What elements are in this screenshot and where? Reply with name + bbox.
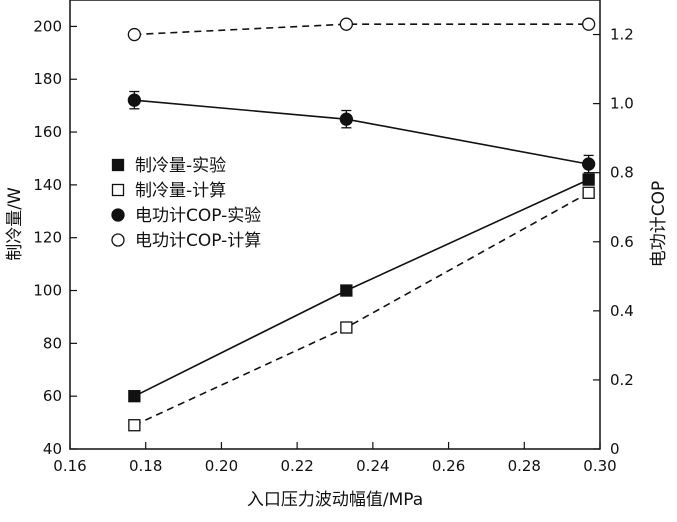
legend-label: 电功计COP-实验 [135,206,261,226]
y-left-tick-label: 100 [33,282,62,300]
x-tick-label: 0.22 [280,457,313,475]
x-axis-label: 入口压力波动幅值/MPa [247,490,423,510]
y-left-tick-label: 180 [33,70,62,88]
legend-item: 电功计COP-实验 [111,206,261,226]
legend-item: 制冷量-计算 [111,181,226,201]
data-point [127,93,142,107]
data-point [339,112,354,126]
series-line [134,192,589,426]
series-4 [127,17,596,42]
legend-label: 制冷量-实验 [135,156,226,176]
y-right-tick-label: 0.2 [610,371,634,389]
legend-marker [111,158,125,172]
data-point [340,284,353,297]
series-2 [128,186,595,432]
legend-label: 制冷量-计算 [135,181,226,201]
data-point [582,173,595,186]
legend-marker [111,183,125,197]
legend-item: 制冷量-实验 [111,156,226,176]
data-point [127,27,142,42]
series-layer [127,17,596,432]
legend-marker [111,208,125,222]
x-tick-label: 0.18 [129,457,162,475]
y-left-tick-label: 120 [33,229,62,247]
y-axis-right-label: 电功计COP [649,181,669,268]
x-tick-label: 0.26 [432,457,465,475]
legend-item: 电功计COP-计算 [111,231,261,251]
data-point [581,157,596,171]
y-axis-right: 0 0.2 0.4 0.6 0.8 1.0 1.2 [593,26,634,458]
y-axis-left-label: 制冷量/W [5,187,25,261]
y-left-tick-label: 140 [33,176,62,194]
legend-marker [111,233,125,247]
series-line [134,23,589,36]
y-left-tick-label: 200 [33,17,62,35]
y-right-tick-label: 0 [610,440,620,458]
x-tick-label: 0.30 [583,457,616,475]
y-right-tick-label: 0.4 [610,302,634,320]
y-right-tick-label: 1.2 [610,26,634,44]
x-tick-label: 0.24 [356,457,389,475]
plot-frame [69,0,601,450]
data-point [128,390,141,403]
y-left-tick-label: 40 [43,440,62,458]
x-tick-label: 0.20 [205,457,238,475]
series-3 [127,90,596,174]
x-tick-label: 0.16 [53,457,86,475]
y-right-tick-label: 1.0 [610,95,634,113]
y-left-tick-label: 80 [43,334,62,352]
x-axis: 0.16 0.18 0.20 0.22 0.24 0.26 0.28 0.30 [53,442,617,475]
data-point [128,419,141,432]
y-right-tick-label: 0.6 [610,233,634,251]
x-tick-label: 0.28 [508,457,541,475]
data-point [582,186,595,199]
data-point [339,17,354,31]
y-left-tick-label: 160 [33,123,62,141]
data-point [340,321,353,334]
y-left-tick-label: 60 [43,387,62,405]
series-line [134,99,589,165]
y-axis-left: 40 60 80 100 120 140 160 180 200 [33,17,77,458]
series-1 [128,173,595,403]
legend-label: 电功计COP-计算 [135,231,261,251]
y-right-tick-label: 0.8 [610,164,634,182]
data-point [581,17,596,31]
